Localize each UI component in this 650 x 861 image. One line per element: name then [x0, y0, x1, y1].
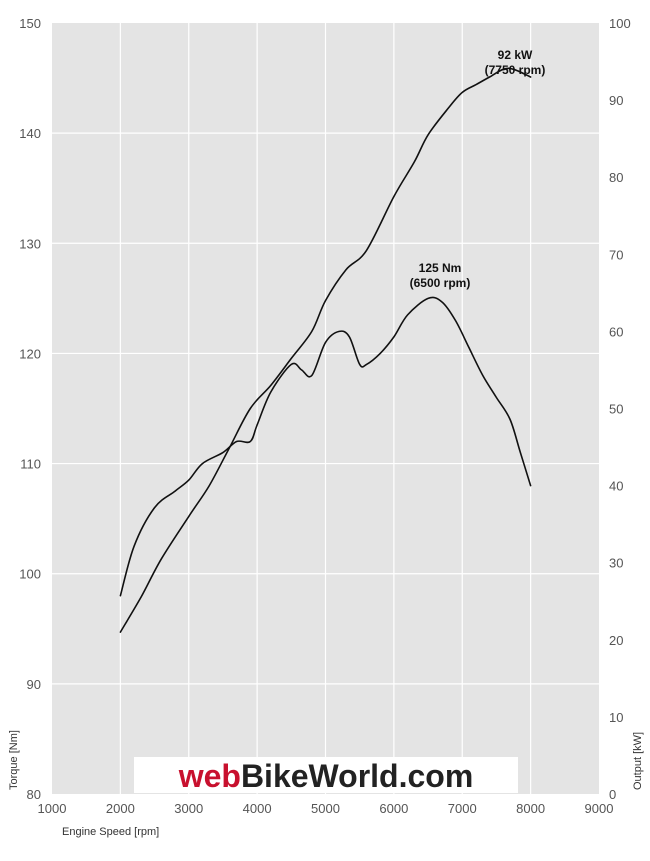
y-right-tick-label: 0 — [609, 787, 616, 802]
output-line — [119, 67, 532, 633]
y-left-tick-label: 150 — [19, 16, 41, 31]
y-right-tick-label: 70 — [609, 247, 623, 262]
series-layer — [119, 67, 532, 633]
y-left-tick-label: 110 — [20, 457, 41, 472]
watermark-bikeworld: BikeWorld.com — [241, 758, 473, 794]
annotation-label: 92 kW — [498, 48, 533, 62]
y-left-tick-label: 90 — [27, 677, 41, 692]
x-tick-label: 2000 — [106, 801, 135, 816]
x-tick-label: 7000 — [448, 801, 477, 816]
watermark: webBikeWorld.com — [134, 757, 518, 794]
y-right-tick-label: 80 — [609, 170, 623, 185]
annotation-label: (6500 rpm) — [410, 276, 471, 290]
y-left-tick-label: 100 — [19, 567, 41, 582]
y-right-axis-label: Output [kW] — [632, 732, 644, 790]
y-right-tick-label: 30 — [609, 556, 623, 571]
y-right-tick-label: 90 — [609, 93, 623, 108]
y-right-tick-labels: 0 10 20 30 40 50 60 70 80 90 100 — [609, 16, 631, 802]
y-left-tick-label: 80 — [27, 787, 41, 802]
torque-line — [119, 296, 532, 597]
y-left-tick-label: 130 — [19, 236, 41, 251]
grid — [52, 23, 599, 794]
y-left-tick-label: 120 — [19, 346, 41, 361]
y-right-tick-label: 20 — [609, 633, 623, 648]
y-left-tick-label: 140 — [19, 126, 41, 141]
annotation-label: 125 Nm — [419, 261, 462, 275]
y-left-tick-labels: 80 90 100 110 120 130 140 150 — [19, 16, 41, 802]
watermark-box — [134, 757, 518, 793]
y-right-tick-label: 50 — [609, 402, 623, 417]
x-tick-label: 8000 — [516, 801, 545, 816]
watermark-web: web — [178, 758, 241, 794]
x-tick-label: 9000 — [585, 801, 614, 816]
y-right-tick-label: 60 — [609, 324, 623, 339]
x-axis-label: Engine Speed [rpm] — [62, 826, 159, 838]
y-right-tick-label: 10 — [609, 710, 623, 725]
x-tick-label: 4000 — [243, 801, 272, 816]
watermark-text: webBikeWorld.com — [178, 758, 474, 794]
annotations: 92 kW(7750 rpm) 125 Nm(6500 rpm) — [410, 48, 546, 290]
x-tick-labels: 1000 2000 3000 4000 5000 6000 7000 8000 9000 — [38, 801, 614, 816]
x-tick-label: 1000 — [38, 801, 67, 816]
x-tick-label: 5000 — [311, 801, 340, 816]
annotation-label: (7750 rpm) — [485, 63, 546, 77]
x-tick-label: 3000 — [174, 801, 203, 816]
x-tick-label: 6000 — [379, 801, 408, 816]
y-right-tick-label: 100 — [609, 16, 631, 31]
y-left-axis-label: Torque [Nm] — [8, 730, 20, 790]
y-right-tick-label: 40 — [609, 479, 623, 494]
